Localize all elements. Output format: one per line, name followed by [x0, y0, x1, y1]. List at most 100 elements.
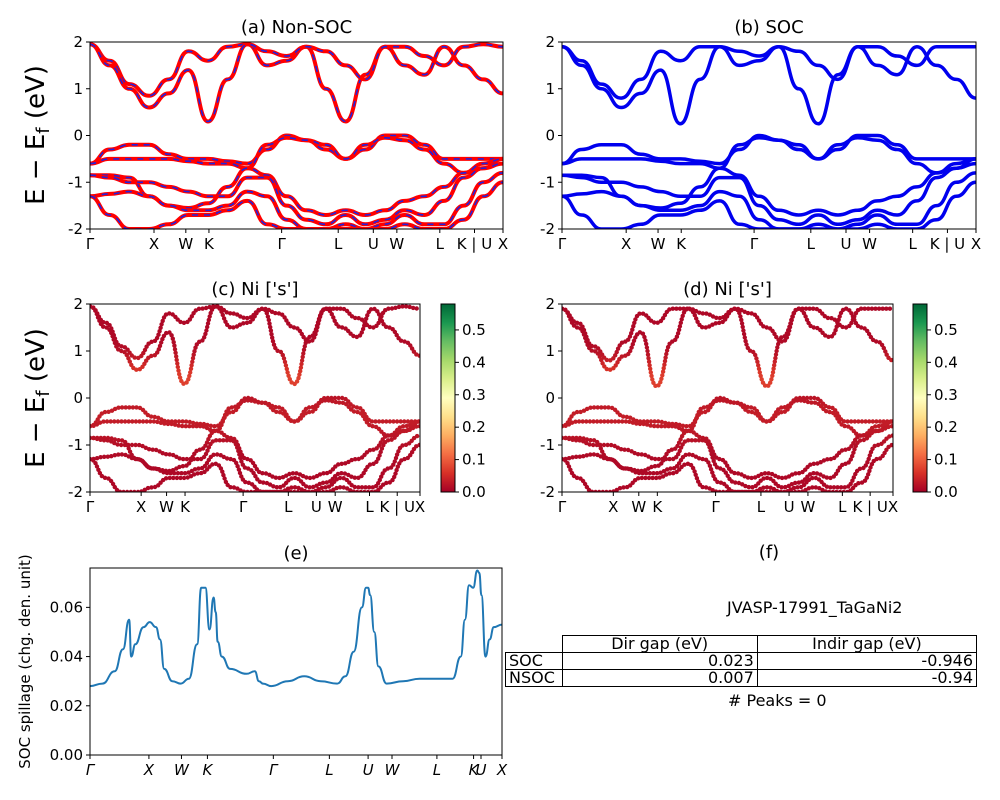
- band-point: [286, 373, 291, 378]
- band-point: [812, 400, 818, 405]
- band-point: [302, 489, 308, 492]
- band-point: [176, 423, 181, 428]
- band-point: [194, 448, 199, 454]
- band-point: [721, 398, 726, 403]
- band-line-solid: [90, 180, 503, 229]
- band-point: [175, 364, 180, 370]
- band-point: [177, 456, 182, 461]
- band-point: [351, 333, 356, 339]
- band-point: [632, 320, 637, 325]
- band-point: [337, 400, 342, 405]
- band-point: [316, 321, 321, 326]
- band-point: [158, 420, 164, 425]
- band-point: [307, 485, 312, 490]
- band-point: [789, 489, 794, 492]
- band-point: [95, 315, 101, 320]
- x-tick-label: Γ: [558, 235, 567, 253]
- band-point: [201, 424, 206, 429]
- band-point: [96, 467, 101, 472]
- band-point: [828, 485, 833, 490]
- band-point: [851, 450, 856, 455]
- band-point: [743, 483, 748, 489]
- band-point: [228, 485, 233, 490]
- band-point: [605, 456, 610, 462]
- band-point: [876, 423, 881, 429]
- band-point: [93, 461, 98, 466]
- band-point: [708, 467, 714, 472]
- band-point: [289, 476, 294, 481]
- band-point: [884, 306, 889, 311]
- band-point: [866, 306, 871, 311]
- band-point: [717, 398, 723, 403]
- band-point: [336, 462, 341, 467]
- band-point: [306, 339, 312, 344]
- x-tick-label: X: [971, 235, 981, 253]
- band-point: [333, 399, 338, 405]
- band-point: [626, 337, 631, 342]
- band-point: [167, 475, 172, 481]
- band-point: [733, 480, 738, 485]
- band-point: [803, 306, 809, 311]
- band-point: [295, 489, 301, 492]
- band-point: [773, 352, 779, 357]
- band-point: [237, 322, 243, 327]
- band-point: [793, 489, 798, 492]
- band-point: [331, 306, 336, 311]
- band-point: [339, 461, 344, 466]
- band-point: [354, 405, 360, 410]
- band-point: [779, 475, 785, 481]
- y-tick-label: -2: [540, 220, 555, 238]
- band-point: [281, 356, 287, 361]
- x-tick-label: X: [415, 498, 425, 516]
- band-point: [140, 419, 146, 424]
- band-point: [858, 438, 863, 443]
- band-point: [796, 306, 801, 311]
- band-point: [731, 400, 737, 405]
- band-point: [204, 328, 209, 333]
- band-point: [795, 398, 800, 403]
- band-point: [121, 489, 126, 492]
- band-point: [762, 383, 768, 388]
- band-point: [807, 472, 813, 477]
- band-point: [385, 466, 390, 471]
- band-point: [190, 424, 196, 429]
- band-point: [742, 474, 747, 479]
- band-point: [856, 481, 861, 486]
- band-point: [245, 398, 251, 403]
- band-point: [380, 419, 385, 424]
- band-point: [830, 489, 836, 492]
- band-point: [833, 328, 838, 333]
- band-point: [349, 457, 354, 463]
- band-point: [400, 443, 405, 448]
- band-point: [224, 310, 229, 315]
- band-point: [707, 324, 712, 329]
- band-point: [94, 311, 100, 317]
- band-point: [724, 489, 729, 492]
- band-point: [270, 489, 275, 492]
- band-point: [102, 454, 107, 459]
- band-point: [749, 489, 755, 492]
- band-point: [259, 489, 265, 492]
- band-point: [789, 482, 794, 487]
- band-point: [117, 489, 123, 492]
- x-tick-label: W: [862, 235, 877, 253]
- band-point: [324, 489, 329, 492]
- band-point: [675, 443, 680, 449]
- peaks-count: # Peaks = 0: [728, 691, 827, 710]
- colorbar-tick-label: 0.4: [462, 353, 486, 371]
- band-point: [711, 458, 716, 464]
- row-label: NSOC: [505, 669, 563, 687]
- band-point: [384, 419, 389, 424]
- band-point: [102, 475, 108, 480]
- band-point: [109, 330, 114, 336]
- band-point: [367, 422, 372, 428]
- band-point: [835, 485, 840, 490]
- band-point: [98, 455, 103, 460]
- band-point: [225, 434, 230, 440]
- band-point: [805, 399, 811, 405]
- band-point: [624, 414, 629, 420]
- band-point: [288, 324, 293, 329]
- band-point: [119, 419, 124, 424]
